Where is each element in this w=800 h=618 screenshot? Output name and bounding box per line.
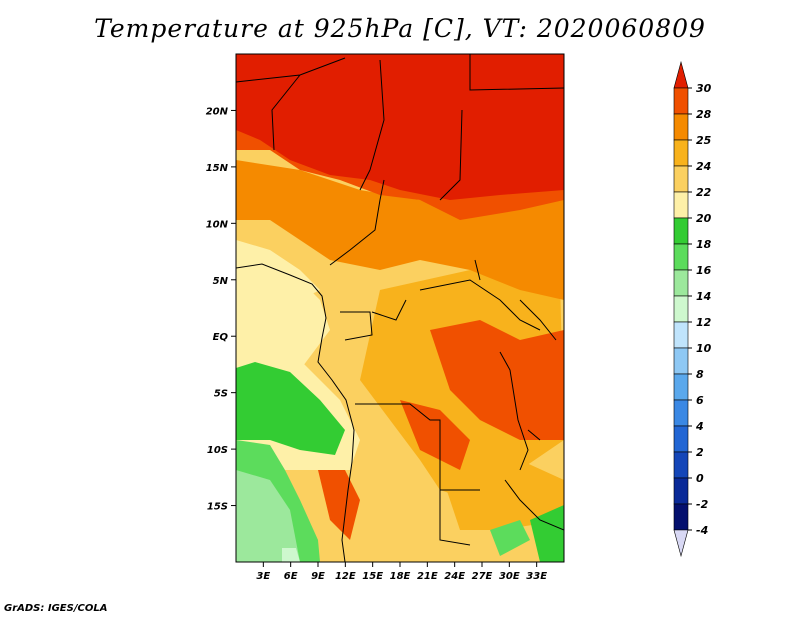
latitude-axis: 20N 15N 10N 5N EQ 5S 10S 15S [206, 106, 236, 513]
colorbar-segment [673, 217, 689, 245]
lat-tick-label: 10N [206, 219, 229, 230]
colorbar-label: 14 [696, 290, 711, 303]
lon-tick-label: 27E [472, 571, 493, 582]
lat-tick-label: EQ [213, 332, 229, 343]
colorbar-label: 24 [696, 160, 711, 173]
lat-tick-label: 5S [214, 389, 228, 400]
colorbar-segment [673, 60, 689, 89]
colorbar-label: 30 [696, 82, 712, 95]
lat-tick-label: 10S [207, 445, 228, 456]
colorbar-label: 25 [696, 134, 712, 147]
lat-tick-label: 15N [206, 163, 229, 174]
colorbar-label: 10 [696, 342, 712, 355]
colorbar-segment [673, 477, 689, 505]
colorbar-segment [673, 113, 689, 141]
colorbar-segment [673, 347, 689, 375]
lon-tick-label: 30E [499, 571, 520, 582]
colorbar-label: -2 [696, 498, 709, 511]
colorbar-segment [673, 451, 689, 479]
lat-tick-label: 5N [213, 276, 229, 287]
lon-tick-label: 15E [362, 571, 383, 582]
colorbar-segment [673, 139, 689, 167]
colorbar-label: 8 [696, 368, 704, 381]
lon-tick-label: 12E [335, 571, 356, 582]
colorbar-label: 6 [696, 394, 704, 407]
longitude-axis: 3E 6E 9E 12E 15E 18E 21E 24E 27E 30E 33E [256, 562, 547, 582]
country-borders [236, 54, 564, 562]
lon-tick-label: 6E [284, 571, 298, 582]
colorbar-segment [673, 165, 689, 193]
colorbar-segment [673, 321, 689, 349]
colorbar-segment [673, 425, 689, 453]
colorbar-segment [673, 243, 689, 271]
lon-tick-label: 3E [256, 571, 270, 582]
lon-tick-label: 18E [390, 571, 411, 582]
colorbar-label: -4 [696, 524, 708, 537]
colorbar-segment [673, 191, 689, 219]
lon-tick-label: 33E [526, 571, 547, 582]
colorbar-segment [673, 87, 689, 115]
colorbar-label: 16 [696, 264, 712, 277]
colorbar-label: 2 [696, 446, 704, 459]
colorbar-label: 12 [696, 316, 712, 329]
colorbar-segment [673, 295, 689, 323]
map-title: Temperature at 925hPa [C], VT: 202006080… [94, 14, 706, 43]
lat-tick-label: 15S [207, 502, 228, 513]
grads-credit: GrADS: IGES/COLA [4, 603, 108, 614]
colorbar-label: 22 [696, 186, 712, 199]
colorbar-label: 18 [696, 238, 712, 251]
colorbar-segment [673, 529, 689, 558]
temperature-field [236, 54, 564, 562]
colorbar-label: 0 [696, 472, 704, 485]
colorbar-segment [673, 503, 689, 531]
lon-tick-label: 9E [311, 571, 325, 582]
lat-tick-label: 20N [206, 106, 229, 117]
colorbar-segment [673, 399, 689, 427]
colorbar-label: 4 [695, 420, 704, 433]
colorbar-label: 20 [696, 212, 712, 225]
colorbar-segment [673, 269, 689, 297]
colorbar-label: 28 [696, 108, 712, 121]
lon-tick-label: 21E [417, 571, 438, 582]
colorbar-segment [673, 373, 689, 401]
lon-tick-label: 24E [444, 571, 465, 582]
